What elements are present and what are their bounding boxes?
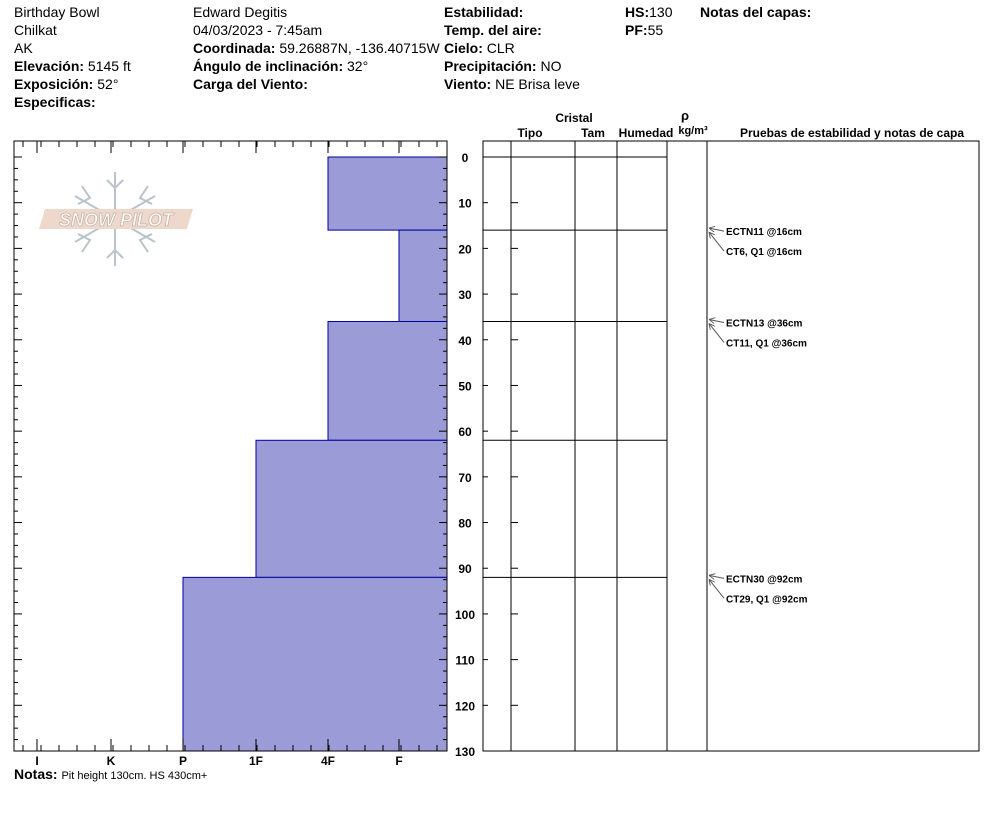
- aspect: Exposición: 52°: [14, 75, 118, 93]
- y-tick-label: 10: [458, 197, 472, 211]
- layer-notes-label: Notas del capas:: [700, 4, 812, 20]
- y-tick-label: 20: [458, 242, 472, 256]
- y-tick-label: 130: [455, 745, 475, 759]
- density-symbol: ρ: [681, 108, 689, 123]
- type-header: Tipo: [517, 126, 542, 140]
- table-layer-lines: [483, 156, 667, 578]
- wind-load-label: Carga del Viento:: [193, 76, 308, 92]
- slope-angle-label: Ángulo de inclinación:: [193, 58, 344, 74]
- y-tick-label: 100: [455, 608, 475, 622]
- pf-label: PF:: [625, 22, 648, 38]
- y-tick-label: 50: [458, 379, 472, 393]
- test-pointer-arrow: [709, 232, 725, 252]
- y-tick-label: 0: [462, 151, 469, 165]
- x-tick-label: 1F: [249, 754, 263, 768]
- hardness-layers: [182, 156, 448, 752]
- aspect-value: 52°: [97, 76, 119, 92]
- sky: Cielo: CLR: [444, 39, 515, 57]
- stability-tests: ECTN11 @16cm CT6, Q1 @16cm ECTN13 @36cm CT1…: [709, 227, 808, 605]
- hs: HS:130: [625, 3, 672, 21]
- hs-label: HS:: [625, 4, 650, 20]
- hardness-layer: [255, 439, 448, 578]
- hardness-plot-frame: [13, 140, 448, 752]
- precipitation-label: Precipitación:: [444, 58, 537, 74]
- test-label: CT6, Q1 @16cm: [726, 247, 802, 258]
- hardness-layer: [327, 320, 448, 441]
- x-tick-label: F: [395, 754, 402, 768]
- wind: Viento: NE Brisa leve: [444, 75, 580, 93]
- test-label: CT29, Q1 @92cm: [726, 594, 808, 605]
- range: Chilkat: [14, 22, 57, 38]
- table-depth-ticks: [483, 156, 518, 752]
- slope-angle-value: 32°: [347, 58, 369, 74]
- hardness-layer: [398, 229, 448, 322]
- precipitation-value: NO: [540, 58, 562, 74]
- specifics-label: Especificas:: [14, 94, 96, 110]
- test-pointer-arrow: [709, 228, 725, 231]
- tests-header: Pruebas de estabilidad y notas de capa: [740, 126, 964, 140]
- hs-value: 130: [649, 4, 673, 20]
- snow-pilot-logo: SNOW PILOT: [39, 172, 193, 266]
- density-unit: kg/m³: [678, 125, 708, 137]
- size-header: Tam: [581, 126, 605, 140]
- x-tick-label: 4F: [321, 754, 335, 768]
- test-label: ECTN30 @92cm: [726, 574, 803, 585]
- test-pointer-arrow: [709, 319, 725, 322]
- sky-label: Cielo:: [444, 40, 483, 56]
- y-tick-label: 80: [458, 517, 472, 531]
- test-label: ECTN13 @36cm: [726, 318, 803, 329]
- pf-value: 55: [647, 22, 664, 38]
- moisture-header: Humedad: [619, 126, 674, 140]
- layer-table-frame: [482, 140, 980, 752]
- pf: PF:55: [625, 21, 663, 39]
- snowflake-icon: [74, 172, 156, 266]
- aspect-label: Exposición:: [14, 76, 94, 92]
- notes: Notas: Pit height 130cm. HS 430cm+: [14, 765, 207, 785]
- test-label: ECTN11 @16cm: [726, 227, 802, 238]
- datetime: 04/03/2023 - 7:45am: [193, 22, 323, 38]
- hardness-axis: I K P 1F 4F F: [22, 141, 438, 768]
- hardness-layer: [182, 576, 448, 752]
- logo-text: SNOW PILOT: [59, 210, 175, 230]
- stability-label: Estabilidad:: [444, 4, 524, 20]
- test-label: CT11, Q1 @36cm: [726, 338, 807, 349]
- y-tick-label: 110: [455, 654, 475, 668]
- hardness-layer: [327, 156, 448, 231]
- notes-label: Notas:: [14, 766, 58, 782]
- y-tick-label: 30: [458, 288, 472, 302]
- location: Birthday Bowl: [14, 4, 100, 20]
- crystal-header: Cristal: [555, 111, 592, 125]
- state: AK: [14, 40, 33, 56]
- coordinates-label: Coordinada:: [193, 40, 276, 56]
- y-tick-label: 40: [458, 334, 472, 348]
- test-pointer-arrow: [709, 579, 725, 599]
- elevation: Elevación: 5145 ft: [14, 57, 131, 75]
- y-tick-label: 60: [458, 425, 472, 439]
- sky-value: CLR: [486, 40, 515, 56]
- y-tick-label: 120: [455, 699, 475, 713]
- notes-value: Pit height 130cm. HS 430cm+: [61, 770, 208, 782]
- elevation-label: Elevación:: [14, 58, 85, 74]
- y-tick-label: 70: [458, 471, 472, 485]
- coordinates: Coordinada: 59.26887N, -136.40715W: [193, 39, 440, 57]
- wind-label: Viento:: [444, 76, 492, 92]
- y-tick-label: 90: [458, 562, 472, 576]
- air-temp-label: Temp. del aire:: [444, 22, 542, 38]
- wind-value: NE Brisa leve: [495, 76, 580, 92]
- coordinates-value: 59.26887N, -136.40715W: [279, 40, 440, 56]
- test-pointer-arrow: [709, 323, 725, 343]
- depth-axis: 0 10 20 30 40 50 60 70 80 90 100 110 120 130: [14, 151, 475, 759]
- observer: Edward Degitis: [193, 4, 288, 20]
- precipitation: Precipitación: NO: [444, 57, 561, 75]
- slope-angle: Ángulo de inclinación: 32°: [193, 57, 368, 75]
- test-pointer-arrow: [709, 575, 725, 578]
- elevation-value: 5145 ft: [87, 58, 131, 74]
